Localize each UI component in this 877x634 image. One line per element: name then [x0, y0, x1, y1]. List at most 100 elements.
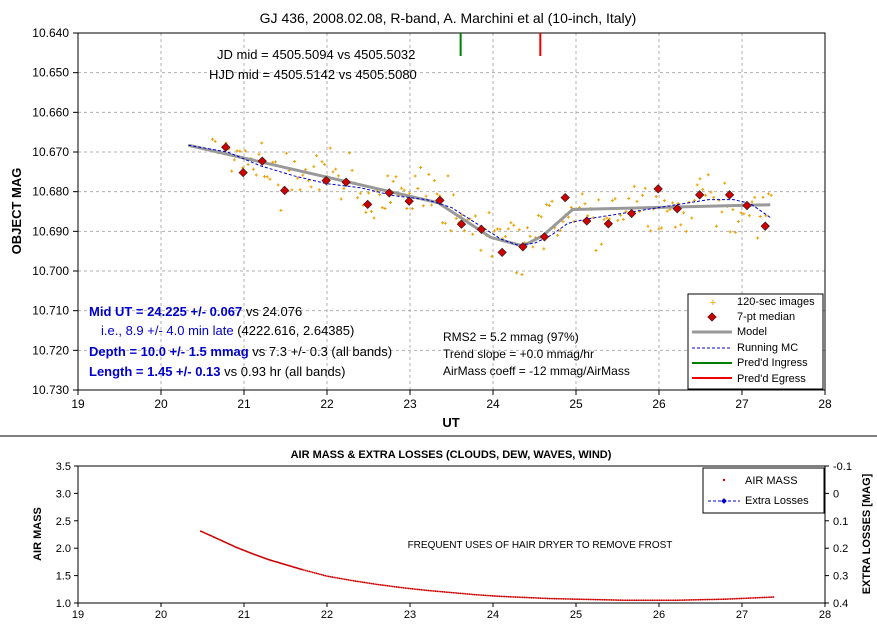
median-point: [476, 224, 487, 235]
image-point: [635, 199, 639, 203]
airmass-point: [551, 597, 554, 600]
mid-ut-bold: Mid UT = 24.225 +/- 0.067: [89, 304, 242, 319]
image-point: [454, 216, 458, 220]
airmass-point: [470, 593, 472, 596]
image-point: [649, 229, 653, 233]
airmass-point: [671, 599, 673, 602]
image-point: [619, 213, 623, 217]
median-point: [280, 185, 290, 196]
top-x-tick-label: 20: [154, 397, 168, 411]
bottom-y2-tick-label: 0.3: [833, 571, 848, 583]
airmass-point: [703, 598, 705, 601]
airmass-point: [535, 597, 538, 599]
airmass-point: [603, 598, 606, 601]
airmass-point: [662, 599, 665, 602]
airmass-point: [486, 594, 488, 597]
airmass-point: [630, 599, 633, 602]
airmass-point: [530, 596, 533, 599]
median-point: [760, 221, 770, 231]
top-grid: [78, 33, 825, 390]
bottom-x-tick-label: 25: [570, 609, 582, 621]
airmass-point: [640, 599, 643, 602]
image-point: [662, 199, 666, 203]
airmass-point: [628, 599, 631, 602]
chart-title: GJ 436, 2008.02.08, R-band, A. Marchini …: [260, 10, 637, 26]
airmass-point: [331, 576, 334, 578]
image-point: [367, 191, 371, 195]
image-point: [257, 152, 261, 156]
median-point: [724, 190, 735, 200]
airmass-point: [726, 598, 729, 600]
airmass-point: [477, 593, 480, 596]
image-point: [525, 226, 529, 230]
airmass-point: [658, 599, 661, 602]
airmass-point: [411, 587, 414, 590]
median-point: [363, 199, 373, 210]
airmass-point: [665, 599, 668, 602]
top-y-ticks: 10.640 10.650 10.660 10.670 10.680 10.690 10.7…: [32, 26, 78, 397]
airmass-point: [724, 598, 727, 601]
image-point: [252, 167, 256, 171]
airmass-point: [539, 597, 542, 600]
image-point: [723, 181, 727, 185]
airmass-point: [656, 599, 659, 602]
airmass-point: [425, 589, 428, 592]
airmass-point: [761, 596, 764, 599]
airmass-point: [415, 588, 417, 591]
bottom-x-tick-label: 21: [238, 609, 250, 621]
airmass-point: [664, 599, 666, 602]
airmass-point: [608, 599, 611, 601]
image-point: [736, 220, 740, 224]
late-rest: (4222.616, 2.64385): [234, 323, 355, 338]
airmass-point: [345, 578, 348, 581]
airmass-point: [436, 590, 439, 593]
image-point: [756, 236, 760, 240]
airmass-point: [349, 579, 352, 582]
airmass-point: [722, 598, 725, 601]
airmass-point: [768, 596, 771, 599]
airmass-point: [395, 586, 398, 588]
airmass-point: [685, 599, 688, 601]
airmass-point: [491, 594, 494, 597]
image-point: [323, 163, 327, 167]
median-point: [257, 156, 267, 166]
airmass-point: [697, 598, 700, 601]
top-y-tick-label: 10.640: [32, 26, 69, 40]
median-point: [603, 219, 614, 229]
late-annotation: i.e., 8.9 +/- 4.0 min late (4222.616, 2.…: [101, 323, 354, 338]
bottom-y2-tick-label: 0: [833, 488, 839, 500]
image-point: [358, 191, 362, 195]
top-x-tick-label: 22: [320, 397, 334, 411]
airmass-point: [546, 597, 549, 600]
airmass-point: [327, 575, 330, 578]
image-point: [364, 210, 368, 214]
image-point: [301, 173, 305, 177]
image-point: [750, 200, 754, 204]
image-point: [608, 217, 612, 221]
image-point: [673, 225, 677, 229]
airmass-point: [749, 597, 752, 599]
airmass-point: [715, 598, 718, 601]
airmass-point: [616, 599, 618, 601]
image-point: [550, 199, 554, 203]
airmass-point: [519, 596, 522, 599]
bottom-legend: AIR MASS Extra Losses: [702, 467, 825, 514]
image-point: [391, 179, 395, 183]
image-point: [372, 216, 376, 220]
airmass-point: [399, 586, 401, 589]
airmass-point: [445, 591, 448, 594]
median-point: [238, 167, 248, 178]
bottom-chart-title: AIR MASS & EXTRA LOSSES (CLOUDS, DEW, WA…: [291, 449, 612, 461]
median-point: [221, 142, 231, 152]
image-point: [506, 227, 510, 231]
airmass-point: [479, 594, 481, 596]
image-point: [295, 176, 299, 180]
airmass-point: [397, 586, 400, 589]
image-point: [761, 195, 765, 199]
airmass-point: [742, 597, 745, 600]
image-point: [671, 201, 675, 205]
airmass-point: [567, 598, 570, 600]
airmass-point: [537, 597, 540, 599]
airmass-point: [447, 591, 449, 594]
bottom-y2-tick-label: 0.2: [833, 543, 848, 555]
